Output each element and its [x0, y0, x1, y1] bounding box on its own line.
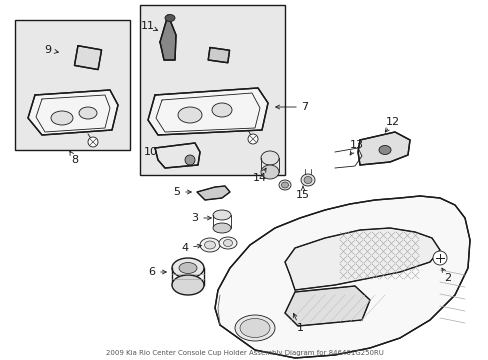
Text: 11: 11 — [141, 21, 155, 31]
Polygon shape — [148, 88, 267, 135]
Ellipse shape — [279, 180, 290, 190]
Polygon shape — [155, 143, 200, 168]
Ellipse shape — [304, 176, 311, 184]
Ellipse shape — [179, 262, 197, 274]
Text: 14: 14 — [252, 173, 266, 183]
Text: 3: 3 — [191, 213, 198, 223]
Ellipse shape — [164, 14, 175, 22]
Ellipse shape — [213, 210, 230, 220]
Circle shape — [88, 137, 98, 147]
Polygon shape — [285, 228, 439, 290]
Text: 7: 7 — [301, 102, 308, 112]
Polygon shape — [357, 132, 409, 165]
Ellipse shape — [261, 165, 279, 179]
Ellipse shape — [213, 223, 230, 233]
Text: 1: 1 — [296, 323, 303, 333]
Ellipse shape — [212, 103, 231, 117]
Text: 4: 4 — [181, 243, 188, 253]
Polygon shape — [285, 286, 369, 326]
Text: 13: 13 — [349, 140, 363, 150]
Circle shape — [184, 155, 195, 165]
Polygon shape — [28, 90, 118, 135]
Ellipse shape — [301, 174, 314, 186]
Text: 10: 10 — [143, 147, 158, 157]
Ellipse shape — [235, 315, 274, 341]
Text: 2009 Kia Rio Center Console Cup Holder Assembly Diagram for 846401G250RU: 2009 Kia Rio Center Console Cup Holder A… — [105, 350, 383, 356]
Ellipse shape — [172, 258, 203, 278]
Text: 2: 2 — [444, 273, 450, 283]
Ellipse shape — [219, 237, 237, 249]
Bar — [15, 20, 130, 150]
Text: 15: 15 — [295, 190, 309, 200]
Polygon shape — [160, 15, 176, 60]
Ellipse shape — [240, 319, 269, 338]
Ellipse shape — [172, 275, 203, 295]
Circle shape — [432, 251, 446, 265]
Ellipse shape — [261, 151, 279, 165]
Text: 8: 8 — [71, 155, 79, 165]
Ellipse shape — [223, 239, 232, 247]
Ellipse shape — [378, 145, 390, 154]
Ellipse shape — [51, 111, 73, 125]
Ellipse shape — [281, 182, 288, 188]
Ellipse shape — [178, 107, 202, 123]
Text: 5: 5 — [173, 187, 180, 197]
Polygon shape — [197, 186, 229, 200]
Polygon shape — [208, 48, 229, 63]
Ellipse shape — [204, 241, 215, 249]
Bar — [140, 5, 285, 175]
Ellipse shape — [200, 238, 220, 252]
Text: 9: 9 — [44, 45, 51, 55]
Ellipse shape — [79, 107, 97, 119]
Polygon shape — [215, 196, 469, 358]
Circle shape — [247, 134, 258, 144]
Text: 6: 6 — [148, 267, 155, 277]
Text: 12: 12 — [385, 117, 399, 127]
Polygon shape — [74, 46, 102, 69]
